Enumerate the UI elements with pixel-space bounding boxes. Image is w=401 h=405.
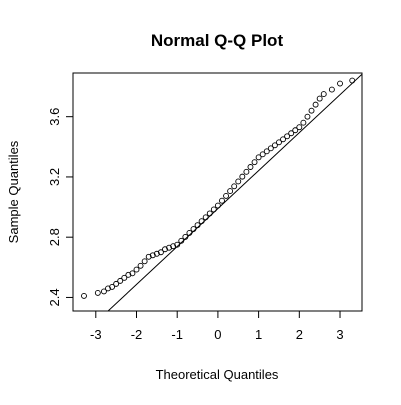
data-point <box>296 124 303 131</box>
data-point <box>316 95 323 102</box>
data-point <box>94 289 101 296</box>
data-point <box>247 164 254 170</box>
chart-title: Normal Q-Q Plot <box>151 31 284 50</box>
x-tick-label: -3 <box>90 327 102 342</box>
data-point <box>100 288 107 295</box>
data-point <box>202 214 209 221</box>
data-point <box>280 136 286 143</box>
data-point <box>219 197 225 204</box>
data-point <box>214 202 221 209</box>
data-point <box>259 151 266 158</box>
data-point <box>320 91 327 98</box>
data-point <box>243 168 250 175</box>
data-point <box>117 277 124 284</box>
data-point <box>304 113 311 120</box>
data-point <box>231 183 238 190</box>
data-point <box>263 148 270 155</box>
data-point <box>109 283 116 290</box>
data-point <box>284 133 291 140</box>
data-point <box>292 127 299 134</box>
x-tick-label: 1 <box>255 327 262 342</box>
data-point <box>235 178 242 185</box>
y-tick-label: 2.4 <box>47 288 62 306</box>
data-point <box>227 188 234 195</box>
data-point <box>300 119 307 126</box>
data-point <box>157 249 164 256</box>
data-point <box>206 210 213 217</box>
data-point <box>251 159 258 166</box>
data-point <box>81 292 87 299</box>
y-tick-label: 3.2 <box>47 168 62 186</box>
data-point <box>255 154 262 161</box>
data-point <box>349 77 356 84</box>
data-point <box>210 206 217 213</box>
data-point <box>308 107 315 114</box>
x-tick-label: -1 <box>171 327 183 342</box>
data-point <box>271 142 278 149</box>
data-point <box>267 145 274 152</box>
x-tick-label: 2 <box>296 327 303 342</box>
data-point <box>141 258 148 265</box>
data-point <box>239 173 246 180</box>
reference-line <box>107 73 362 311</box>
data-point <box>178 237 185 244</box>
data-point <box>133 266 140 273</box>
x-axis-label: Theoretical Quantiles <box>156 367 279 382</box>
x-tick-label: 3 <box>336 327 343 342</box>
data-point <box>137 262 144 269</box>
data-point <box>312 101 319 108</box>
x-tick-label: -2 <box>131 327 143 342</box>
data-point <box>113 280 120 287</box>
y-tick-label: 3.6 <box>47 108 62 126</box>
data-point <box>223 192 229 199</box>
data-point <box>328 86 335 93</box>
data-point <box>194 222 201 229</box>
y-tick-label: 2.8 <box>47 228 62 246</box>
y-axis-label: Sample Quantiles <box>6 140 21 243</box>
data-point <box>288 130 295 137</box>
data-point <box>190 226 197 233</box>
data-point <box>198 218 205 225</box>
data-point <box>337 80 343 87</box>
data-point <box>186 230 193 236</box>
data-point <box>129 270 136 277</box>
x-tick-label: 0 <box>214 327 221 342</box>
data-point <box>121 274 128 281</box>
data-point <box>174 241 181 248</box>
data-point <box>276 139 282 146</box>
data-point <box>182 233 189 240</box>
